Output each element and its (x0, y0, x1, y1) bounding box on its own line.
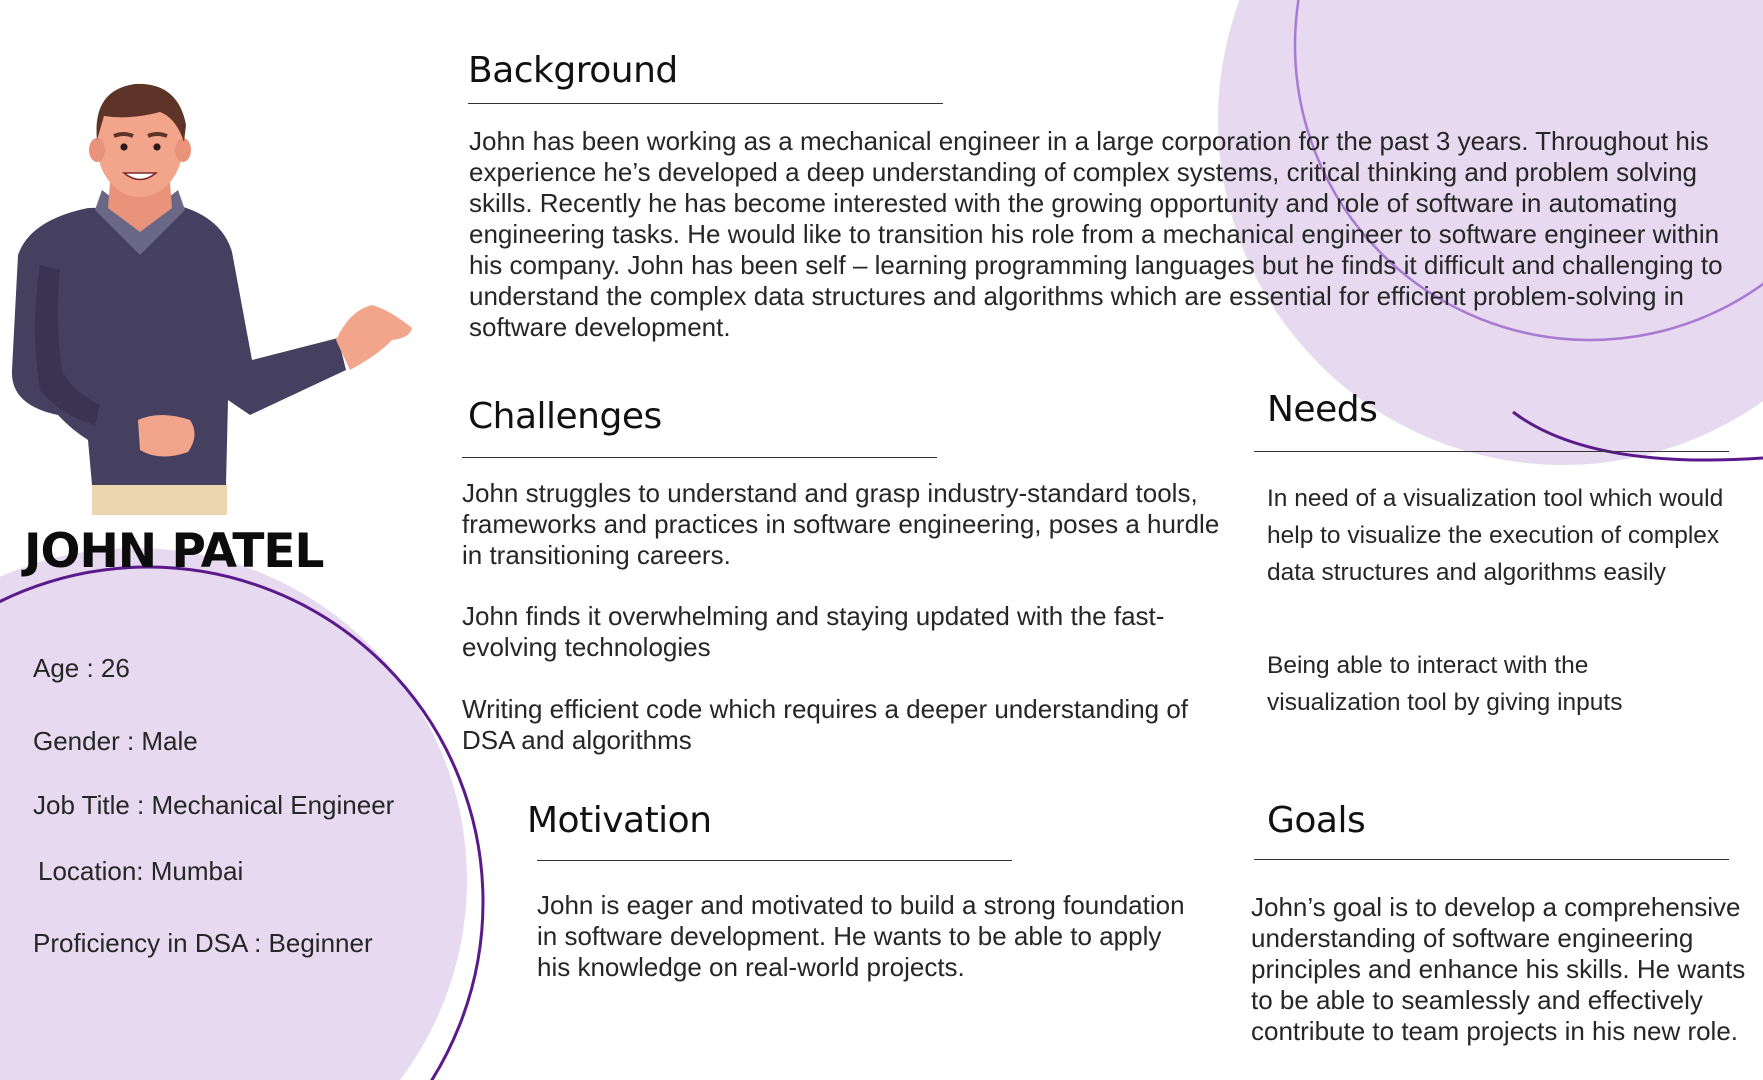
challenge-item: John struggles to understand and grasp i… (462, 478, 1220, 570)
background-text: John has been working as a mechanical en… (469, 126, 1723, 342)
needs-heading: Needs (1267, 389, 1378, 430)
goals-heading: Goals (1267, 800, 1366, 841)
goals-text: John’s goal is to develop a comprehensiv… (1251, 892, 1746, 1046)
bottom-left-circle-outline (0, 565, 485, 1080)
job-title-detail: Job Title : Mechanical Engineer (33, 790, 395, 820)
goals-divider (1254, 859, 1729, 860)
challenges-heading: Challenges (468, 396, 662, 437)
persona-name: JOHN PATEL (24, 524, 324, 579)
challenge-item: John finds it overwhelming and staying u… (462, 601, 1165, 662)
need-item: In need of a visualization tool which wo… (1267, 485, 1724, 586)
motivation-divider (537, 860, 1012, 861)
needs-divider (1254, 451, 1729, 452)
gender-detail: Gender : Male (33, 726, 198, 756)
person-illustration (11, 83, 412, 515)
background-divider (468, 103, 943, 104)
top-right-circle-accent (1512, 410, 1763, 462)
motivation-text: John is eager and motivated to build a s… (537, 890, 1185, 982)
bottom-left-circle (0, 548, 467, 1080)
location-detail: Location: Mumbai (38, 856, 244, 886)
top-right-circle-outline (1293, 0, 1763, 342)
need-item: Being able to interact with the visualiz… (1267, 652, 1623, 716)
challenge-item: Writing efficient code which requires a … (462, 694, 1189, 755)
age-detail: Age : 26 (33, 653, 130, 683)
motivation-heading: Motivation (527, 800, 712, 841)
top-right-circle (1218, 0, 1763, 465)
challenges-divider (462, 457, 937, 458)
proficiency-detail: Proficiency in DSA : Beginner (33, 928, 373, 958)
background-heading: Background (468, 50, 678, 91)
